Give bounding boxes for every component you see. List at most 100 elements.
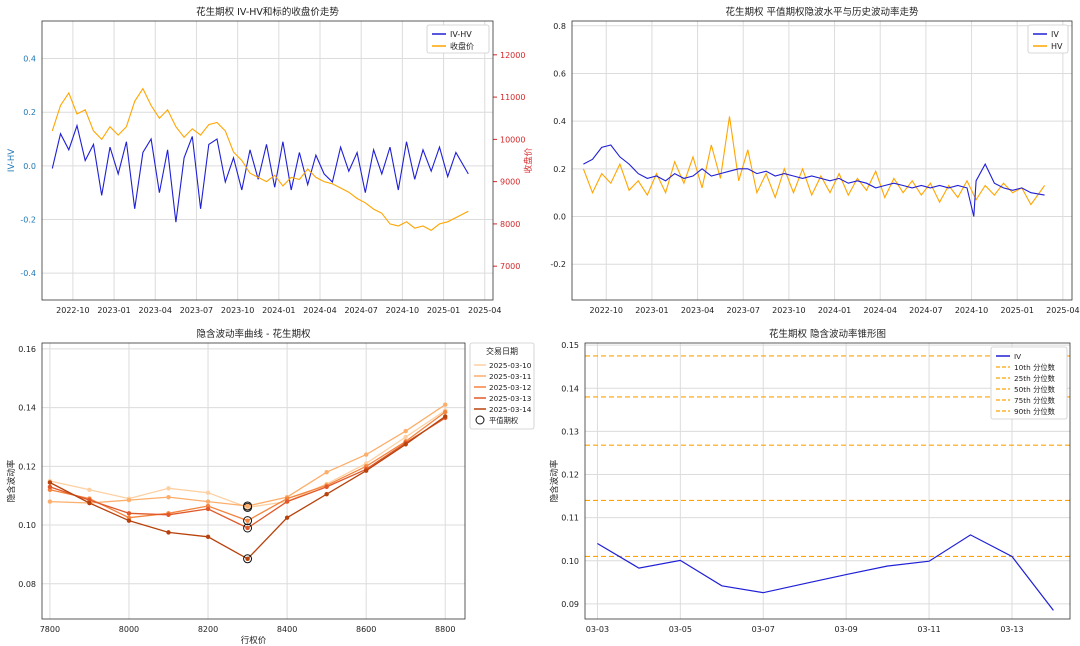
p2-legend-label: IV: [1051, 30, 1059, 39]
p3-plot-frame: [41, 342, 466, 620]
plots-layer: 花生期权 IV-HV和标的收盘价走势 -0.4 -0.2 0.0 0.2 0.4 2022-…: [6, 6, 1080, 646]
p3-series-line: [49, 409, 446, 509]
p1-y-tick-label: 0.2: [23, 108, 36, 117]
p2-panel: 花生期权 平值期权隐波水平与历史波动率走势 -0.2 0.0 0.2 0.4 0.6 0.8…: [550, 6, 1079, 315]
p3-data-point: [87, 500, 92, 506]
p1-x-tick-label: 2025-04: [468, 306, 501, 315]
p2-x-tick-label: 2023-07: [727, 306, 760, 315]
p3-data-point: [126, 518, 132, 523]
p3-data-point: [403, 428, 408, 434]
p1-y-tick-label: -0.2: [20, 216, 36, 225]
p4-panel: 花生期权 隐含波动率锥形图 0.09 0.10 0.11 0.12 0.13 0.14 0.1…: [549, 328, 1071, 634]
p1-y2-tick-label: 7000: [500, 262, 520, 271]
p4-legend-label: 90th 分位数: [1014, 407, 1056, 416]
p3-data-point: [245, 525, 250, 531]
p3-panel: 隐含波动率曲线 - 花生期权 0.08 0.10 0.12 0.14 0.16 7800 80…: [6, 328, 535, 646]
p4-y-tick-label: 0.10: [561, 557, 579, 566]
p3-data-point: [324, 484, 329, 490]
p2-x-tick-label: 2023-04: [681, 306, 714, 315]
p3-x-tick-label: 8200: [198, 625, 218, 634]
p3-x-tick-label: 8000: [119, 625, 139, 634]
p3-x-axis-label: 行权价: [241, 635, 267, 646]
p4-legend-label: 50th 分位数: [1014, 385, 1056, 394]
p2-x-tick-label: 2025-01: [1000, 306, 1033, 315]
p3-atm-marker: [243, 516, 253, 526]
p2-y-tick-label: 0.0: [553, 213, 566, 222]
p3-legend-title: 交易日期: [486, 346, 518, 356]
p3-series-line: [49, 415, 446, 560]
p3-data-point: [87, 487, 92, 493]
p3-data-point: [363, 452, 369, 457]
p1-x-tick-label: 2024-07: [344, 306, 377, 315]
p4-y-axis-label: 隐含波动率: [549, 459, 560, 502]
p1-plot-frame: [41, 20, 494, 301]
p3-y-tick-label: 0.12: [18, 462, 36, 471]
p1-x-tick-label: 2024-04: [303, 306, 336, 315]
p3-legend-label: 2025-03-11: [489, 372, 531, 381]
p3-data-point: [363, 468, 369, 473]
p3-y-tick-label: 0.14: [18, 404, 36, 413]
p2-x-tick-label: 2024-04: [864, 306, 897, 315]
p2-plot-frame: [571, 20, 1073, 301]
p2-y-tick-label: 0.6: [553, 69, 566, 78]
p2-x-tick-label: 2024-10: [955, 306, 988, 315]
p3-y-tick-label: 0.16: [18, 345, 36, 354]
p3-data-point: [205, 499, 211, 504]
p1-y-axis-label: IV-HV: [7, 149, 17, 172]
p3-data-point: [205, 490, 211, 495]
p2-x-tick-label: 2023-01: [635, 306, 668, 315]
p3-data-point: [284, 499, 290, 504]
p2-legend-label: HV: [1051, 42, 1063, 51]
p2-y-tick-label: -0.2: [550, 260, 566, 269]
p3-legend-label: 2025-03-10: [489, 361, 532, 370]
p3-data-point: [443, 409, 448, 415]
p3-legend-atm-swatch: [475, 415, 485, 425]
p4-x-tick-label: 03-13: [1000, 625, 1023, 634]
p1-y-tick-label: 0.4: [23, 55, 36, 64]
p2-x-tick-label: 2023-10: [772, 306, 805, 315]
p4-series-iv-line: [597, 534, 1054, 611]
p4-y-tick-label: 0.15: [561, 341, 579, 350]
p4-y-tick-label: 0.09: [561, 600, 579, 609]
p3-x-tick-label: 8800: [435, 625, 455, 634]
p1-y2-axis-label: 收盘价: [523, 147, 534, 173]
p4-legend-label: IV: [1014, 352, 1021, 361]
p4-x-tick-label: 03-11: [917, 625, 940, 634]
p3-title: 隐含波动率曲线 - 花生期权: [197, 328, 311, 340]
p4-legend-box: [990, 346, 1068, 420]
p3-data-point: [126, 511, 132, 516]
p3-data-point: [205, 506, 211, 512]
p2-y-tick-label: 0.8: [553, 22, 566, 31]
p3-x-tick-label: 8400: [277, 625, 297, 634]
p2-series-hv-line: [582, 116, 1046, 206]
p4-legend-label: 75th 分位数: [1014, 396, 1056, 405]
p3-data-point: [166, 512, 171, 517]
p4-x-tick-label: 03-09: [835, 625, 858, 634]
p4-plot-frame: [584, 342, 1071, 620]
p3-legend-label: 2025-03-13: [489, 394, 532, 403]
p2-x-tick-label: 2024-01: [818, 306, 851, 315]
p2-y-tick-label: 0.2: [553, 165, 566, 174]
p3-y-tick-label: 0.10: [18, 521, 36, 530]
p3-data-point: [443, 414, 448, 419]
p1-y2-tick-label: 12000: [500, 51, 525, 60]
p4-y-tick-label: 0.11: [561, 514, 579, 523]
p3-data-point: [47, 499, 53, 504]
p3-data-point: [166, 494, 171, 500]
p3-data-point: [324, 469, 329, 475]
p3-data-point: [126, 497, 132, 503]
p3-data-point: [245, 556, 250, 562]
p3-data-point: [403, 434, 408, 440]
p4-y-tick-label: 0.14: [561, 384, 579, 393]
p2-series-iv-line: [583, 144, 1045, 217]
p4-y-tick-label: 0.13: [561, 427, 579, 436]
p3-legend-label: 平值期权: [489, 416, 519, 425]
p1-x-tick-label: 2024-01: [262, 306, 295, 315]
p2-x-tick-label: 2022-10: [590, 306, 623, 315]
p1-legend-label: IV-HV: [450, 30, 472, 39]
p2-y-tick-label: 0.4: [553, 117, 566, 126]
p1-panel: 花生期权 IV-HV和标的收盘价走势 -0.4 -0.2 0.0 0.2 0.4 2022-…: [7, 6, 534, 315]
p1-x-tick-label: 2023-04: [139, 306, 172, 315]
p1-title: 花生期权 IV-HV和标的收盘价走势: [196, 6, 339, 18]
